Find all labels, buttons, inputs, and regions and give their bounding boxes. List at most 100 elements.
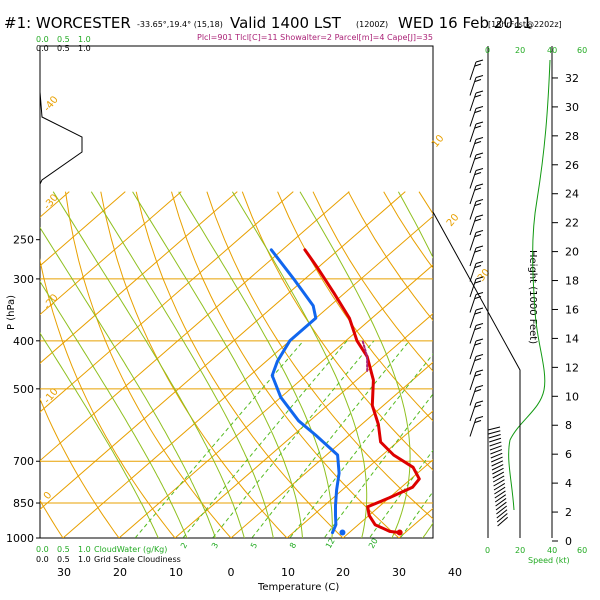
wind-barb <box>469 121 484 143</box>
y2-axis-title: Height (1000 Feet) <box>527 250 538 344</box>
y-axis-title: P (hPa) <box>6 295 17 330</box>
gc-bottom-tick-2: 1.0 <box>78 555 91 564</box>
low-level-wind-barb <box>491 460 504 467</box>
mixing-ratio-line <box>182 340 348 538</box>
isotherm <box>118 264 433 538</box>
temperature-label: 10 <box>281 566 295 579</box>
mixing-ratio-label: 20 <box>367 537 380 550</box>
temperature-label: 0 <box>228 566 235 579</box>
height-label: 10 <box>565 390 579 403</box>
wind-barb <box>469 338 484 360</box>
speed-axis-label: Speed (kt) <box>528 556 570 565</box>
moist-adiabat <box>132 191 304 538</box>
mixing-ratio-label: 8 <box>288 541 298 550</box>
isotherm <box>40 191 294 413</box>
moist-adiabat <box>178 191 333 538</box>
low-level-wind-barb <box>497 516 509 527</box>
height-label: 6 <box>565 448 572 461</box>
valid-time: Valid 1400 LST <box>230 14 342 32</box>
moist-adiabat <box>443 192 559 549</box>
low-level-wind-barb <box>487 426 501 431</box>
moist-adiabat <box>40 280 188 538</box>
mixing-ratio-line <box>251 340 410 538</box>
height-label: 14 <box>565 332 579 345</box>
mixing-ratio-label: 5 <box>249 541 259 550</box>
mixing-ratio-line <box>399 490 433 538</box>
wind-barb <box>469 369 484 391</box>
mixing-ratio-line <box>134 340 304 538</box>
grid-cloud-label: Grid Scale Cloudiness <box>94 555 181 564</box>
height-label: 32 <box>565 72 579 85</box>
gc-bottom-tick-0: 0.0 <box>36 555 49 564</box>
pressure-label: 300 <box>13 273 34 286</box>
speed-top-tick-0: 0 <box>485 46 490 55</box>
low-level-wind-barb <box>492 475 505 483</box>
wind-barb <box>469 183 484 205</box>
pressure-label: 500 <box>13 383 34 396</box>
speed-top-tick-1: 20 <box>515 46 525 55</box>
dry-adiabat <box>171 191 400 538</box>
dry-adiabat <box>525 192 600 549</box>
dry-adiabat <box>100 191 288 538</box>
isotherm <box>286 410 433 538</box>
gc-bottom-tick-1: 0.5 <box>57 555 70 564</box>
moist-adiabat <box>40 332 159 538</box>
height-label: 28 <box>565 130 579 143</box>
isotherm <box>40 191 350 462</box>
low-level-wind-barb <box>488 430 501 435</box>
cw-bottom-tick-0: 0.0 <box>36 545 49 554</box>
dry-adiabat <box>347 191 433 322</box>
isotherm <box>499 192 600 549</box>
pressure-label: 1000 <box>6 532 34 545</box>
wind-barb <box>469 323 484 344</box>
dry-adiabat <box>277 191 433 422</box>
height-label: 2 <box>565 506 572 519</box>
moist-adiabat <box>52 191 245 538</box>
height-label: 30 <box>565 101 579 114</box>
wind-barb <box>469 276 484 298</box>
dry-adiabat <box>65 191 232 538</box>
speed-bottom-tick-2: 40 <box>547 546 557 555</box>
low-level-wind-barb <box>493 479 505 487</box>
gc-top-tick-2: 1.0 <box>78 44 91 53</box>
wind-barb <box>469 400 484 422</box>
dry-adiabat <box>40 257 176 538</box>
wind-barb <box>469 354 484 375</box>
cloud-water-label: CloudWater (g/Kg) <box>94 545 167 554</box>
low-level-wind-barb <box>496 509 508 519</box>
surface-temperature-marker <box>396 529 403 536</box>
low-level-wind-barb <box>494 490 506 499</box>
mixing-ratio-label: 12 <box>324 537 337 550</box>
height-label: 18 <box>565 275 579 288</box>
height-label: 22 <box>565 217 579 230</box>
low-level-wind-barb <box>496 513 508 523</box>
isotherm <box>40 191 182 316</box>
wind-barb <box>469 261 484 282</box>
pressure-label: 400 <box>13 335 34 348</box>
low-level-wind-barb <box>490 449 503 455</box>
temperature-label: 40 <box>448 566 462 579</box>
cw-top-tick-2: 1.0 <box>78 35 91 44</box>
low-level-wind-barb <box>492 467 504 475</box>
isotherm <box>40 191 126 267</box>
speed-top-tick-3: 60 <box>577 46 587 55</box>
isotherm-label: 20 <box>445 212 462 229</box>
height-label: 24 <box>565 188 579 201</box>
wind-barb <box>469 307 484 329</box>
mixing-ratio-label: 3 <box>210 541 220 550</box>
dewpoint-profile-line <box>269 248 341 535</box>
wind-barb <box>469 59 484 81</box>
valid-date: WED 16 Feb 2011 <box>398 14 532 32</box>
height-label: 26 <box>565 159 579 172</box>
bottom-cloud-scale: 0.0 0.5 1.0 CloudWater (g/Kg) 0.0 0.5 1.… <box>36 545 181 564</box>
temperature-label: 10 <box>169 566 183 579</box>
temperature-label: 30 <box>392 566 406 579</box>
low-level-wind-barb <box>494 494 507 503</box>
wind-barb <box>469 137 484 158</box>
low-level-wind-barb <box>495 501 507 511</box>
low-level-wind-barb <box>489 437 502 443</box>
dry-adiabat <box>206 191 433 520</box>
temperature-label: 30 <box>57 566 71 579</box>
height-label: 8 <box>565 419 572 432</box>
